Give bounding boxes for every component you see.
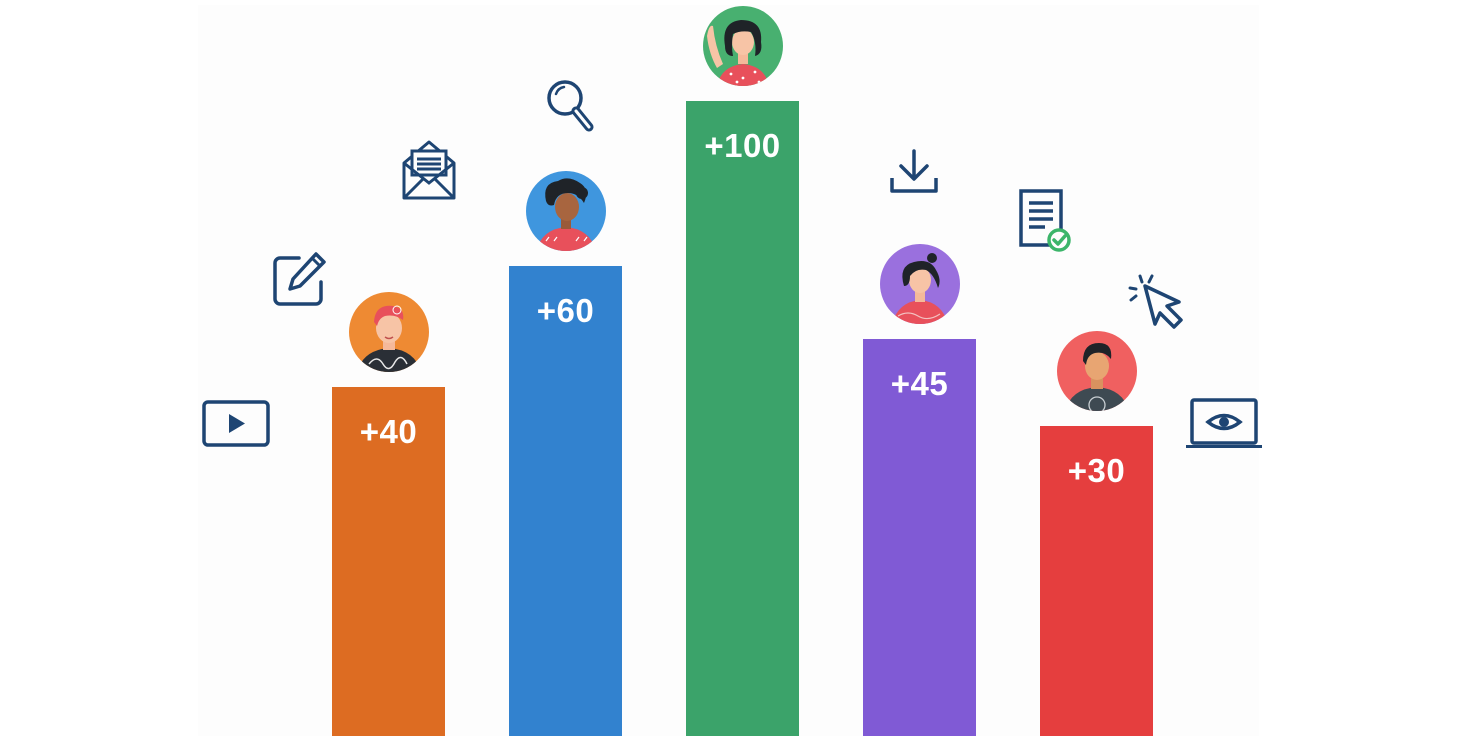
bar-green: +100: [686, 101, 799, 736]
bar-label: +60: [536, 292, 595, 329]
avatar-woman-waving: [703, 6, 783, 86]
search-icon: [546, 79, 596, 135]
download-icon: [889, 148, 939, 194]
avatar-man-red-hair: [349, 292, 429, 372]
email-open-icon: [401, 139, 457, 201]
document-check-icon: [1019, 189, 1073, 253]
bar-purple: +45: [863, 339, 976, 736]
avatar-woman-curly-hair: [526, 171, 606, 251]
bar-blue: +60: [509, 266, 622, 736]
avatar-man-dark-hair: [1057, 331, 1137, 411]
bar-label: +40: [359, 413, 418, 450]
bar-label: +100: [704, 127, 781, 164]
laptop-eye-icon: [1186, 397, 1262, 451]
bar-label: +45: [890, 365, 949, 402]
bar-label: +30: [1067, 452, 1126, 489]
avatar-woman-bun: [880, 244, 960, 324]
edit-icon: [272, 250, 330, 308]
video-play-icon: [202, 400, 270, 448]
bar-orange: +40: [332, 387, 445, 736]
cursor-click-icon: [1127, 274, 1187, 330]
bar-red: +30: [1040, 426, 1153, 736]
